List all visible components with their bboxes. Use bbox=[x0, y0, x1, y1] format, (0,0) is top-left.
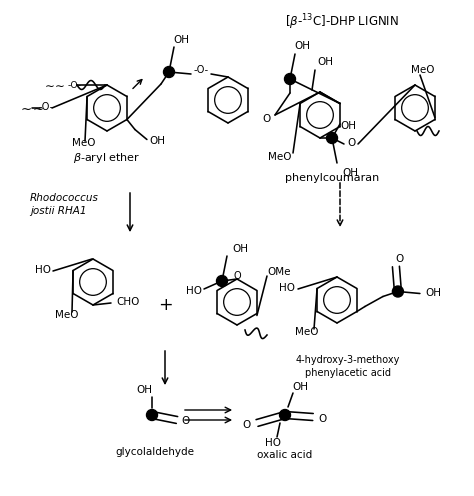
Text: -O-: -O- bbox=[68, 81, 82, 90]
Text: MeO: MeO bbox=[72, 138, 95, 148]
Text: OH: OH bbox=[136, 385, 152, 395]
Text: MeO: MeO bbox=[55, 310, 79, 320]
Text: MeO: MeO bbox=[411, 65, 435, 75]
Text: O: O bbox=[234, 271, 242, 281]
Text: CHO: CHO bbox=[116, 297, 140, 307]
Text: O: O bbox=[319, 414, 327, 424]
Circle shape bbox=[392, 286, 403, 297]
Text: jostii RHA1: jostii RHA1 bbox=[30, 206, 86, 216]
Text: HO: HO bbox=[186, 286, 202, 296]
Text: O: O bbox=[263, 114, 271, 124]
Text: oxalic acid: oxalic acid bbox=[257, 450, 313, 460]
Text: Rhodococcus: Rhodococcus bbox=[30, 193, 99, 203]
Text: $\sim\!\!\sim$: $\sim\!\!\sim$ bbox=[18, 102, 44, 115]
Text: MeO: MeO bbox=[295, 327, 319, 337]
Text: OH: OH bbox=[294, 41, 310, 51]
Text: OH: OH bbox=[173, 35, 189, 45]
Text: O: O bbox=[396, 253, 404, 263]
Text: O: O bbox=[182, 416, 190, 426]
Text: phenylcoumaran: phenylcoumaran bbox=[285, 173, 379, 183]
Circle shape bbox=[284, 73, 295, 84]
Text: phenylacetic acid: phenylacetic acid bbox=[305, 368, 391, 378]
Text: 4-hydroxy-3-methoxy: 4-hydroxy-3-methoxy bbox=[296, 355, 400, 365]
Text: OMe: OMe bbox=[267, 267, 291, 277]
Text: HO: HO bbox=[279, 283, 295, 293]
Text: OH: OH bbox=[317, 57, 333, 67]
Text: OH: OH bbox=[425, 289, 441, 299]
Text: MeO: MeO bbox=[268, 152, 292, 162]
Text: OH: OH bbox=[342, 168, 358, 178]
Circle shape bbox=[327, 132, 337, 143]
Text: O: O bbox=[243, 420, 251, 430]
Circle shape bbox=[146, 410, 157, 421]
Text: OH: OH bbox=[232, 244, 248, 254]
Text: -O-: -O- bbox=[38, 102, 54, 112]
Text: [$\beta$-$^{13}$C]-DHP LIGNIN: [$\beta$-$^{13}$C]-DHP LIGNIN bbox=[285, 12, 399, 32]
Text: glycolaldehyde: glycolaldehyde bbox=[116, 447, 194, 457]
Text: OH: OH bbox=[149, 136, 165, 146]
Text: HO: HO bbox=[35, 265, 51, 275]
Text: O: O bbox=[348, 138, 356, 148]
Circle shape bbox=[164, 66, 174, 77]
Text: $\beta$-aryl ether: $\beta$-aryl ether bbox=[73, 151, 141, 165]
Text: -O-: -O- bbox=[193, 65, 209, 75]
Text: OH: OH bbox=[292, 382, 308, 392]
Text: OH: OH bbox=[340, 121, 356, 131]
Text: $\sim\!\!\sim$: $\sim\!\!\sim$ bbox=[42, 78, 65, 91]
Text: +: + bbox=[158, 296, 173, 314]
Text: HO: HO bbox=[265, 438, 281, 448]
Circle shape bbox=[217, 275, 228, 287]
Circle shape bbox=[280, 410, 291, 421]
